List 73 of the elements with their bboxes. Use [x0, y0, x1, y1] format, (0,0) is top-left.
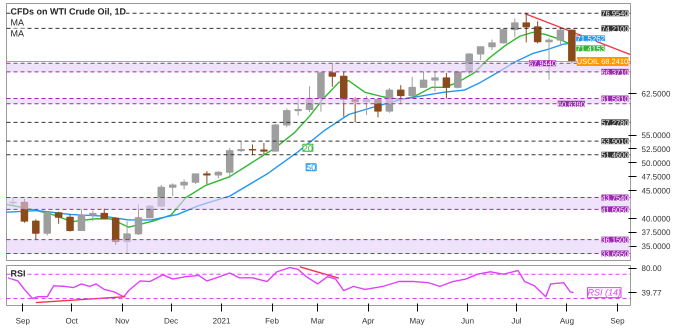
candlestick: [134, 204, 142, 236]
candlestick: [442, 72, 450, 99]
x-tick-label: Aug: [560, 316, 574, 326]
y-tick-label: 40.0000: [642, 214, 671, 224]
candlestick: [123, 220, 131, 254]
x-tick-label: Dec: [164, 316, 178, 326]
candlestick: [237, 140, 245, 153]
candlestick: [146, 204, 154, 219]
candlestick: [54, 211, 62, 224]
x-tick-label: Jul: [511, 316, 522, 326]
x-tick-label: 2021: [212, 316, 232, 326]
candlestick: [168, 182, 176, 197]
annotation: 71.4153: [576, 44, 606, 54]
candlestick: [408, 76, 416, 98]
candlestick: [192, 173, 200, 184]
x-tick-label: Nov: [115, 316, 130, 326]
candlestick: [20, 198, 28, 224]
candlestick: [454, 70, 462, 89]
y-tick-label: 80.00: [642, 264, 662, 274]
candlestick: [282, 108, 290, 128]
x-tick-label: Sep: [16, 316, 30, 326]
candlestick: [556, 28, 564, 47]
candlestick: [511, 18, 519, 38]
candlestick: [522, 12, 530, 43]
x-tick-label: Feb: [265, 316, 280, 326]
chart-title: RSI: [10, 268, 26, 278]
candlestick: [32, 218, 40, 240]
y-tick-label: 52.5000: [642, 144, 671, 154]
candlestick: [248, 144, 256, 155]
candlestick: [294, 96, 302, 116]
x-tick-label: Oct: [65, 316, 79, 326]
candlestick: [397, 84, 405, 104]
annotation: 71.5262: [576, 34, 606, 44]
candlestick: [158, 184, 166, 208]
x-tick-label: Apr: [362, 316, 375, 326]
annotation: MA: [10, 28, 24, 38]
candlestick: [89, 210, 97, 222]
y-tick-label: 50.0000: [642, 158, 671, 168]
chart-title: CFDs on WTI Crude Oil, 1D: [10, 6, 126, 16]
candlestick: [488, 39, 496, 51]
candlestick: [100, 208, 108, 220]
annotation: MA: [10, 18, 24, 28]
y-tick-label: 39.77: [642, 288, 662, 298]
y-tick-label: 37.5000: [642, 228, 671, 238]
candlestick: [306, 86, 314, 113]
x-tick-label: Mar: [310, 316, 325, 326]
y-tick-label: 55.0000: [642, 131, 671, 140]
candlestick: [340, 70, 348, 118]
candlestick: [351, 96, 359, 123]
x-tick-label: Sep: [610, 316, 626, 326]
candlestick: [476, 46, 484, 61]
candlestick: [328, 62, 336, 88]
candlestick: [386, 87, 394, 114]
y-tick-label: 45.0000: [642, 186, 671, 196]
y-tick-label: 35.0000: [642, 242, 671, 252]
y-tick-label: 47.5000: [642, 172, 671, 182]
candlestick: [112, 216, 120, 246]
candlestick: [180, 178, 188, 190]
candlestick: [431, 70, 439, 92]
candlestick: [374, 98, 382, 118]
y-tick-label: 62.5000: [642, 89, 671, 98]
candlestick: [203, 170, 211, 184]
candlestick: [534, 20, 542, 44]
candlestick: [78, 208, 86, 232]
x-tick-label: May: [410, 316, 425, 326]
x-tick-label: Jun: [461, 316, 474, 326]
candlestick: [43, 211, 51, 236]
candlestick: [260, 142, 268, 155]
candlestick: [500, 28, 508, 44]
candlestick: [420, 71, 428, 88]
candlestick: [66, 213, 74, 232]
candlestick: [226, 147, 234, 179]
candlestick: [362, 96, 370, 116]
